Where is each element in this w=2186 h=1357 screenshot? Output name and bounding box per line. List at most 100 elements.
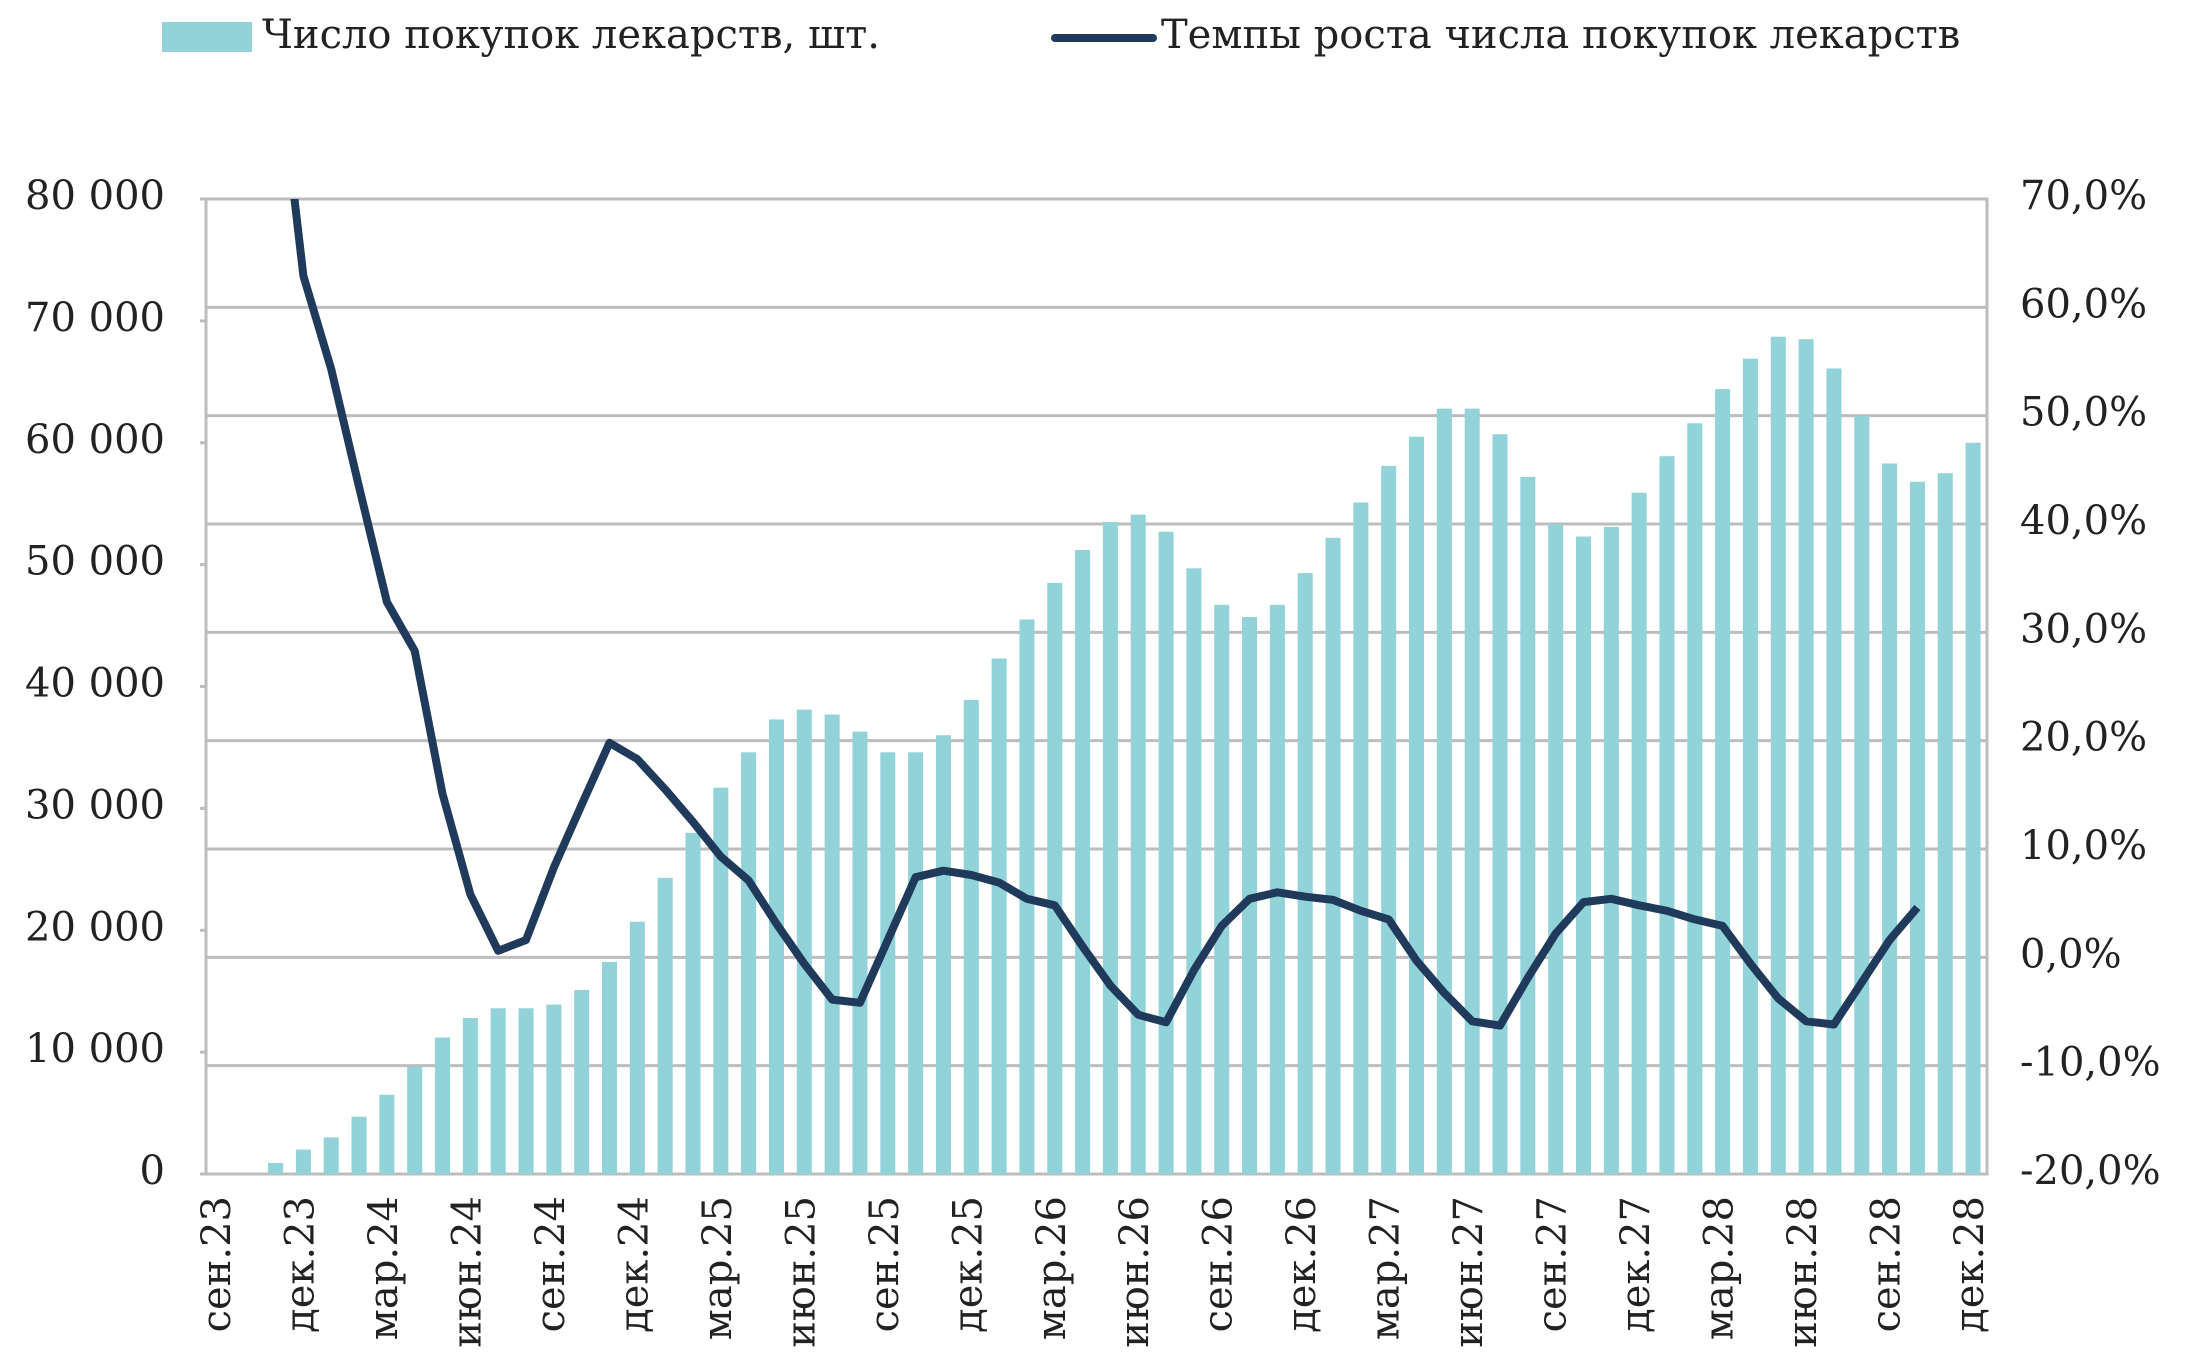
bar (935, 735, 951, 1174)
bar (796, 709, 812, 1174)
bar (1575, 536, 1592, 1174)
x-tick-label: дек.28 (1947, 1196, 1993, 1333)
bar (1075, 550, 1091, 1174)
line (290, 199, 1921, 1030)
bar (462, 1018, 478, 1174)
x-tick-label: сен.23 (194, 1196, 240, 1332)
y2-tick-label: 30,0% (2020, 606, 2147, 652)
bar (1325, 537, 1341, 1174)
y2-tick-label: 60,0% (2020, 281, 2147, 327)
bar (1742, 358, 1758, 1174)
bar (1631, 492, 1647, 1174)
x-tick-label: сен.26 (1196, 1196, 1242, 1332)
bar (824, 714, 840, 1174)
bar (741, 752, 757, 1174)
bar (323, 1137, 339, 1174)
y-tick-label: 50 000 (25, 539, 165, 585)
bar (991, 658, 1007, 1174)
bar (629, 921, 645, 1174)
y2-tick-label: 50,0% (2020, 390, 2147, 436)
y2-tick-label: -20,0% (2020, 1148, 2161, 1194)
bar (1687, 423, 1703, 1174)
x-tick-label: дек.25 (945, 1196, 991, 1333)
legend-swatch (162, 22, 252, 52)
bar (685, 832, 701, 1174)
bar (657, 877, 673, 1174)
x-tick-label: июн.26 (1112, 1196, 1158, 1348)
bar (1492, 434, 1508, 1174)
bar (713, 787, 729, 1174)
y2-tick-label: 10,0% (2020, 823, 2147, 869)
bar (546, 1004, 562, 1174)
y-tick-label: 80 000 (25, 173, 165, 219)
bar (1158, 531, 1174, 1174)
bar (379, 1094, 395, 1174)
plot-frame (204, 197, 1989, 1176)
bar (601, 961, 618, 1174)
y-tick-label: 40 000 (25, 661, 165, 707)
bar (1603, 526, 1619, 1174)
y2-tick-label: 20,0% (2020, 715, 2147, 761)
bar (574, 989, 590, 1174)
bar (1882, 463, 1898, 1174)
x-tick-label: мар.25 (695, 1196, 741, 1340)
x-tick-label: июн.25 (778, 1196, 824, 1348)
bar (1186, 568, 1202, 1174)
bar (1965, 442, 1981, 1174)
bar (1715, 389, 1731, 1174)
y-tick-label: 70 000 (25, 295, 165, 341)
bar (1297, 573, 1313, 1174)
bar (1214, 604, 1230, 1174)
bar (1464, 408, 1480, 1174)
x-tick-label: дек.26 (1279, 1196, 1325, 1333)
bar (1047, 582, 1063, 1174)
bar (490, 1008, 506, 1174)
y-tick-label: 0 (140, 1148, 165, 1194)
bar (768, 719, 784, 1174)
bar (1826, 368, 1842, 1174)
bar (268, 1163, 284, 1174)
x-tick-label: мар.27 (1363, 1196, 1409, 1340)
line-clip (290, 199, 1921, 1030)
bar (1770, 336, 1786, 1174)
bar (963, 699, 979, 1174)
legend-label: Число покупок лекарств, шт. (262, 12, 880, 58)
bar (351, 1116, 367, 1174)
y2-tick-label: -10,0% (2020, 1040, 2161, 1086)
bar (1520, 476, 1536, 1174)
x-tick-label: июн.27 (1446, 1196, 1492, 1348)
bar (852, 731, 868, 1174)
bar (1436, 408, 1452, 1174)
bar (1381, 465, 1397, 1174)
y2-tick-label: 0,0% (2020, 931, 2122, 977)
bar (295, 1149, 311, 1174)
bar (1659, 456, 1675, 1174)
bar (1798, 339, 1814, 1174)
x-tick-label: мар.28 (1697, 1196, 1743, 1340)
y2-tick-label: 70,0% (2020, 173, 2147, 219)
bar (1353, 502, 1369, 1174)
x-tick-label: сен.25 (862, 1196, 908, 1332)
bar (1909, 481, 1925, 1174)
bar (518, 1008, 534, 1174)
bar (1130, 514, 1146, 1174)
y-tick-label: 10 000 (25, 1026, 165, 1072)
bar (880, 752, 896, 1174)
bar (407, 1066, 423, 1174)
x-tick-label: мар.24 (361, 1196, 407, 1340)
x-tick-label: дек.27 (1613, 1196, 1659, 1333)
y2-tick-label: 40,0% (2020, 498, 2147, 544)
x-tick-label: сен.28 (1864, 1196, 1910, 1332)
bar (1102, 521, 1118, 1174)
x-tick-label: мар.26 (1029, 1196, 1075, 1340)
bar (435, 1037, 451, 1174)
y-tick-label: 60 000 (25, 417, 165, 463)
x-tick-label: сен.27 (1530, 1196, 1576, 1332)
x-tick-label: июн.28 (1780, 1196, 1826, 1348)
bar (1854, 415, 1870, 1174)
bar (908, 752, 924, 1174)
y-tick-label: 30 000 (25, 782, 165, 828)
x-tick-label: дек.23 (277, 1196, 323, 1333)
x-tick-label: сен.24 (528, 1196, 574, 1332)
